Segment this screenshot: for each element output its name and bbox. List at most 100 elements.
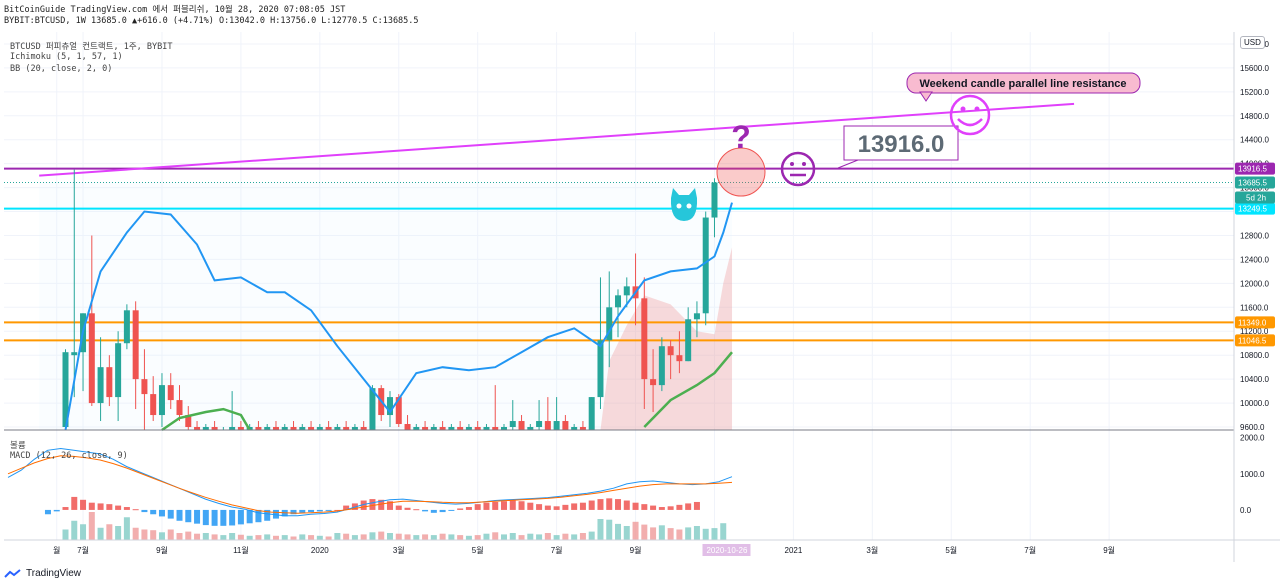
legend-macd[interactable]: MACD (12, 26, close, 9) — [10, 451, 128, 461]
price-tick-label: 12000.0 — [1240, 279, 1269, 288]
candle-body — [571, 427, 578, 430]
candle-body — [176, 400, 183, 416]
price-tick-label: 11200.0 — [1240, 327, 1269, 336]
macd-histogram-bar — [80, 499, 87, 510]
macd-histogram-bar — [272, 509, 279, 519]
legend-volume[interactable]: 볼륨 — [10, 441, 26, 451]
price-tick-label: 14800.0 — [1240, 112, 1269, 121]
volume-bar — [501, 534, 507, 540]
macd-histogram-bar — [509, 500, 516, 510]
time-tick-label: 3월 — [393, 545, 405, 555]
macd-histogram-bar — [676, 504, 683, 510]
volume-bars — [62, 512, 727, 540]
price-level-tag: 13249.5 — [1235, 202, 1275, 215]
time-tick-label: 7월 — [551, 545, 563, 555]
macd-histogram-bar — [97, 503, 104, 510]
volume-bar — [115, 526, 122, 540]
legend-title[interactable]: BTCUSD 퍼피츄얼 컨트랙트, 1주, BYBIT — [10, 42, 173, 52]
candle-body — [562, 421, 569, 430]
macd-pane[interactable] — [4, 430, 1234, 540]
volume-bar — [588, 531, 595, 540]
macd-histogram-bar — [474, 504, 481, 510]
price-callout-pointer — [837, 159, 859, 169]
macd-histogram-bar — [641, 504, 648, 510]
price-tick-label: 12400.0 — [1240, 255, 1269, 264]
volume-bar — [720, 523, 727, 540]
time-tick-label: 5월 — [472, 545, 484, 555]
price-tick-label: 9600.0 — [1240, 423, 1265, 432]
macd-histogram-bar — [115, 505, 122, 510]
macd-histogram-bar — [518, 501, 525, 510]
trend-lines — [39, 102, 1075, 177]
countdown-tag: 5d 2h — [1235, 191, 1275, 204]
volume-bar — [474, 535, 481, 540]
volume-bar — [571, 534, 578, 540]
volume-bar — [395, 533, 402, 540]
volume-bar — [553, 535, 560, 540]
price-level-tag-text: 13685.5 — [1238, 178, 1267, 187]
macd-histogram-bar — [430, 509, 437, 513]
candle-body — [106, 367, 113, 398]
price-axis[interactable]: 9600.0 10000.0 10400.0 10800.0 11200.0 11600.… — [1235, 40, 1275, 515]
price-level-tag: 13685.5 — [1235, 176, 1275, 189]
legend-ichimoku[interactable]: Ichimoku (5, 1, 57, 1) — [10, 52, 123, 62]
candle-body — [702, 217, 709, 314]
neutral-face — [780, 151, 816, 187]
volume-bar — [518, 535, 525, 540]
price-level-tag: 11046.5 — [1235, 334, 1275, 347]
callout-bubble-text: Weekend candle parallel line resistance — [919, 78, 1126, 90]
macd-histogram-bar — [597, 499, 604, 510]
candle-body — [255, 427, 262, 430]
smiley-face — [949, 94, 991, 136]
candle-body — [325, 427, 332, 430]
price-level-tag-text: 11349.0 — [1238, 318, 1267, 327]
price-level-tag: 13916.5 — [1235, 162, 1275, 175]
macd-histogram-bar — [220, 509, 227, 526]
macd-histogram-bar — [404, 507, 411, 510]
candle-body — [711, 182, 718, 218]
price-level-tag-bg — [1235, 316, 1275, 329]
macd-histogram-bar — [194, 509, 201, 524]
macd-histogram-bar — [264, 509, 271, 521]
legend-bb[interactable]: BB (20, close, 2, 0) — [10, 64, 113, 74]
macd-histogram-bar — [615, 499, 622, 510]
macd-histogram-bar — [571, 503, 578, 510]
volume-bar — [693, 526, 700, 540]
volume-bar — [465, 535, 472, 540]
volume-bar — [457, 535, 464, 540]
macd-histogram-bar — [167, 509, 174, 519]
price-pane[interactable] — [4, 32, 1234, 430]
time-axis[interactable]: 월7월9월11월20203월5월7월9월11월20213월5월7월9월2020-… — [53, 544, 1115, 556]
volume-bar — [123, 517, 130, 540]
price-level-tag-bg — [1235, 176, 1275, 189]
time-tick-label: 2021 — [785, 546, 803, 555]
macd-histogram-bar — [150, 509, 157, 515]
footer-brand[interactable]: TradingView — [4, 568, 81, 579]
candle-body — [167, 385, 174, 401]
volume-bar — [685, 527, 692, 540]
macd-histogram-bar — [185, 509, 192, 523]
candle-body — [588, 397, 595, 430]
macd-histogram-bar — [448, 509, 455, 511]
callout-bubble: Weekend candle parallel line resistance — [906, 72, 1141, 102]
candle-body — [483, 427, 490, 430]
price-callout-text: 13916.0 — [858, 131, 945, 158]
price-level-tag-bg — [1235, 162, 1275, 175]
candle-body — [606, 307, 613, 341]
countdown-tag-text: 5d 2h — [1246, 193, 1266, 202]
volume-bar — [316, 535, 323, 540]
time-tick-label: 9월 — [630, 545, 642, 555]
volume-bar — [220, 535, 227, 540]
neutral-eye — [790, 162, 794, 166]
candle-body — [360, 427, 367, 430]
macd-histogram-bar — [386, 501, 393, 510]
candle-body — [316, 427, 323, 430]
candle-body — [544, 421, 551, 430]
candle-body — [623, 286, 630, 296]
volume-bar — [439, 533, 446, 540]
macd-histogram-bar — [123, 507, 130, 510]
currency-badge[interactable]: USD — [1240, 36, 1265, 49]
symbol-ohlc: BYBIT:BTCUSD, 1W 13685.0 ▲+616.0 (+4.71%… — [4, 16, 419, 26]
time-tick-label: 3월 — [866, 545, 878, 555]
